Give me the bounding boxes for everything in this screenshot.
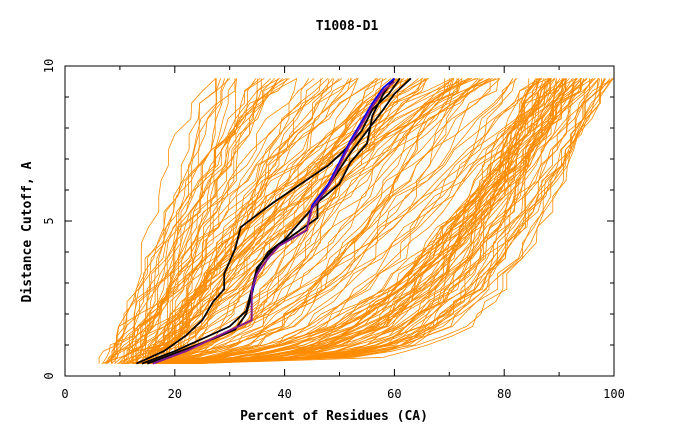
model-line xyxy=(171,78,555,364)
model-line xyxy=(170,78,540,364)
y-tick-label: 5 xyxy=(42,217,56,224)
model-line xyxy=(188,78,541,364)
model-line xyxy=(168,78,493,364)
model-line xyxy=(170,78,481,364)
model-line xyxy=(159,78,238,364)
model-line xyxy=(160,78,552,364)
model-line xyxy=(123,78,353,364)
model-line xyxy=(172,78,514,364)
model-line xyxy=(156,78,216,364)
model-line xyxy=(136,78,236,364)
model-line xyxy=(140,78,405,364)
y-axis: 0 5 10 xyxy=(42,59,614,380)
model-line xyxy=(187,78,542,364)
model-line xyxy=(161,78,262,364)
model-line xyxy=(163,78,458,364)
x-tick-label: 60 xyxy=(387,387,401,401)
model-line xyxy=(106,78,378,364)
model-line xyxy=(151,78,496,364)
model-line xyxy=(136,78,261,364)
model-line xyxy=(133,78,469,364)
model-line xyxy=(126,78,578,364)
model-line xyxy=(160,78,229,364)
model-line xyxy=(150,78,222,364)
model-line xyxy=(118,78,330,364)
model-line xyxy=(153,78,500,364)
model-line xyxy=(101,78,394,364)
model-line xyxy=(154,78,491,364)
model-line xyxy=(136,78,409,364)
highlighted-line-black xyxy=(141,77,396,365)
model-line xyxy=(143,78,567,364)
model-line xyxy=(149,78,280,364)
model-line xyxy=(152,78,606,364)
model-line xyxy=(144,78,451,364)
model-line xyxy=(137,78,582,364)
model-line xyxy=(173,78,585,364)
model-line xyxy=(148,78,403,364)
model-line xyxy=(139,78,566,364)
model-line xyxy=(146,78,549,364)
model-line xyxy=(110,78,290,364)
model-line xyxy=(155,78,546,364)
model-line xyxy=(144,78,574,364)
model-line xyxy=(163,78,237,364)
model-line xyxy=(147,78,225,364)
y-tick-label: 0 xyxy=(42,372,56,379)
x-tick-label: 20 xyxy=(168,387,182,401)
model-line xyxy=(183,78,595,364)
x-tick-label: 0 xyxy=(61,387,68,401)
x-axis-label: Percent of Residues (CA) xyxy=(240,409,428,424)
x-axis: 0 20 40 60 80 100 xyxy=(61,66,625,401)
highlighted-line-purple xyxy=(152,80,395,365)
model-line xyxy=(193,78,551,364)
model-line xyxy=(142,78,323,364)
model-line xyxy=(174,78,258,364)
model-line xyxy=(149,78,540,364)
model-line xyxy=(114,78,216,364)
model-line xyxy=(133,78,393,364)
model-line xyxy=(124,78,217,364)
highlighted-line-black xyxy=(146,77,412,365)
x-tick-label: 100 xyxy=(603,387,625,401)
model-line xyxy=(98,78,429,364)
model-line xyxy=(165,78,501,364)
model-line xyxy=(132,78,484,364)
model-line xyxy=(179,78,557,364)
model-line xyxy=(158,78,599,364)
highlighted-line-black xyxy=(136,77,401,365)
model-line xyxy=(111,78,471,364)
model-line xyxy=(169,78,499,364)
y-tick-label: 10 xyxy=(42,59,56,73)
model-line xyxy=(135,78,583,364)
background-model-lines xyxy=(98,78,615,364)
model-line xyxy=(195,78,577,364)
model-line xyxy=(174,78,514,364)
x-tick-label: 80 xyxy=(497,387,511,401)
x-tick-label: 40 xyxy=(277,387,291,401)
model-line xyxy=(163,78,455,364)
model-line xyxy=(133,78,280,364)
model-line xyxy=(117,78,334,364)
model-line xyxy=(176,78,556,364)
model-line xyxy=(149,78,599,364)
chart-title: T1008-D1 xyxy=(316,19,379,34)
model-line xyxy=(138,78,549,364)
model-line xyxy=(163,78,566,364)
highlighted-model-lines xyxy=(136,77,412,365)
model-line xyxy=(170,78,613,364)
model-line xyxy=(154,78,405,364)
model-line xyxy=(141,78,518,364)
model-line xyxy=(135,78,350,364)
model-line xyxy=(138,78,606,364)
model-line xyxy=(111,78,276,364)
model-line xyxy=(196,78,557,364)
model-line xyxy=(170,78,479,364)
model-line xyxy=(200,78,550,364)
model-line xyxy=(106,78,279,364)
y-axis-label: Distance Cutoff, A xyxy=(20,161,35,302)
